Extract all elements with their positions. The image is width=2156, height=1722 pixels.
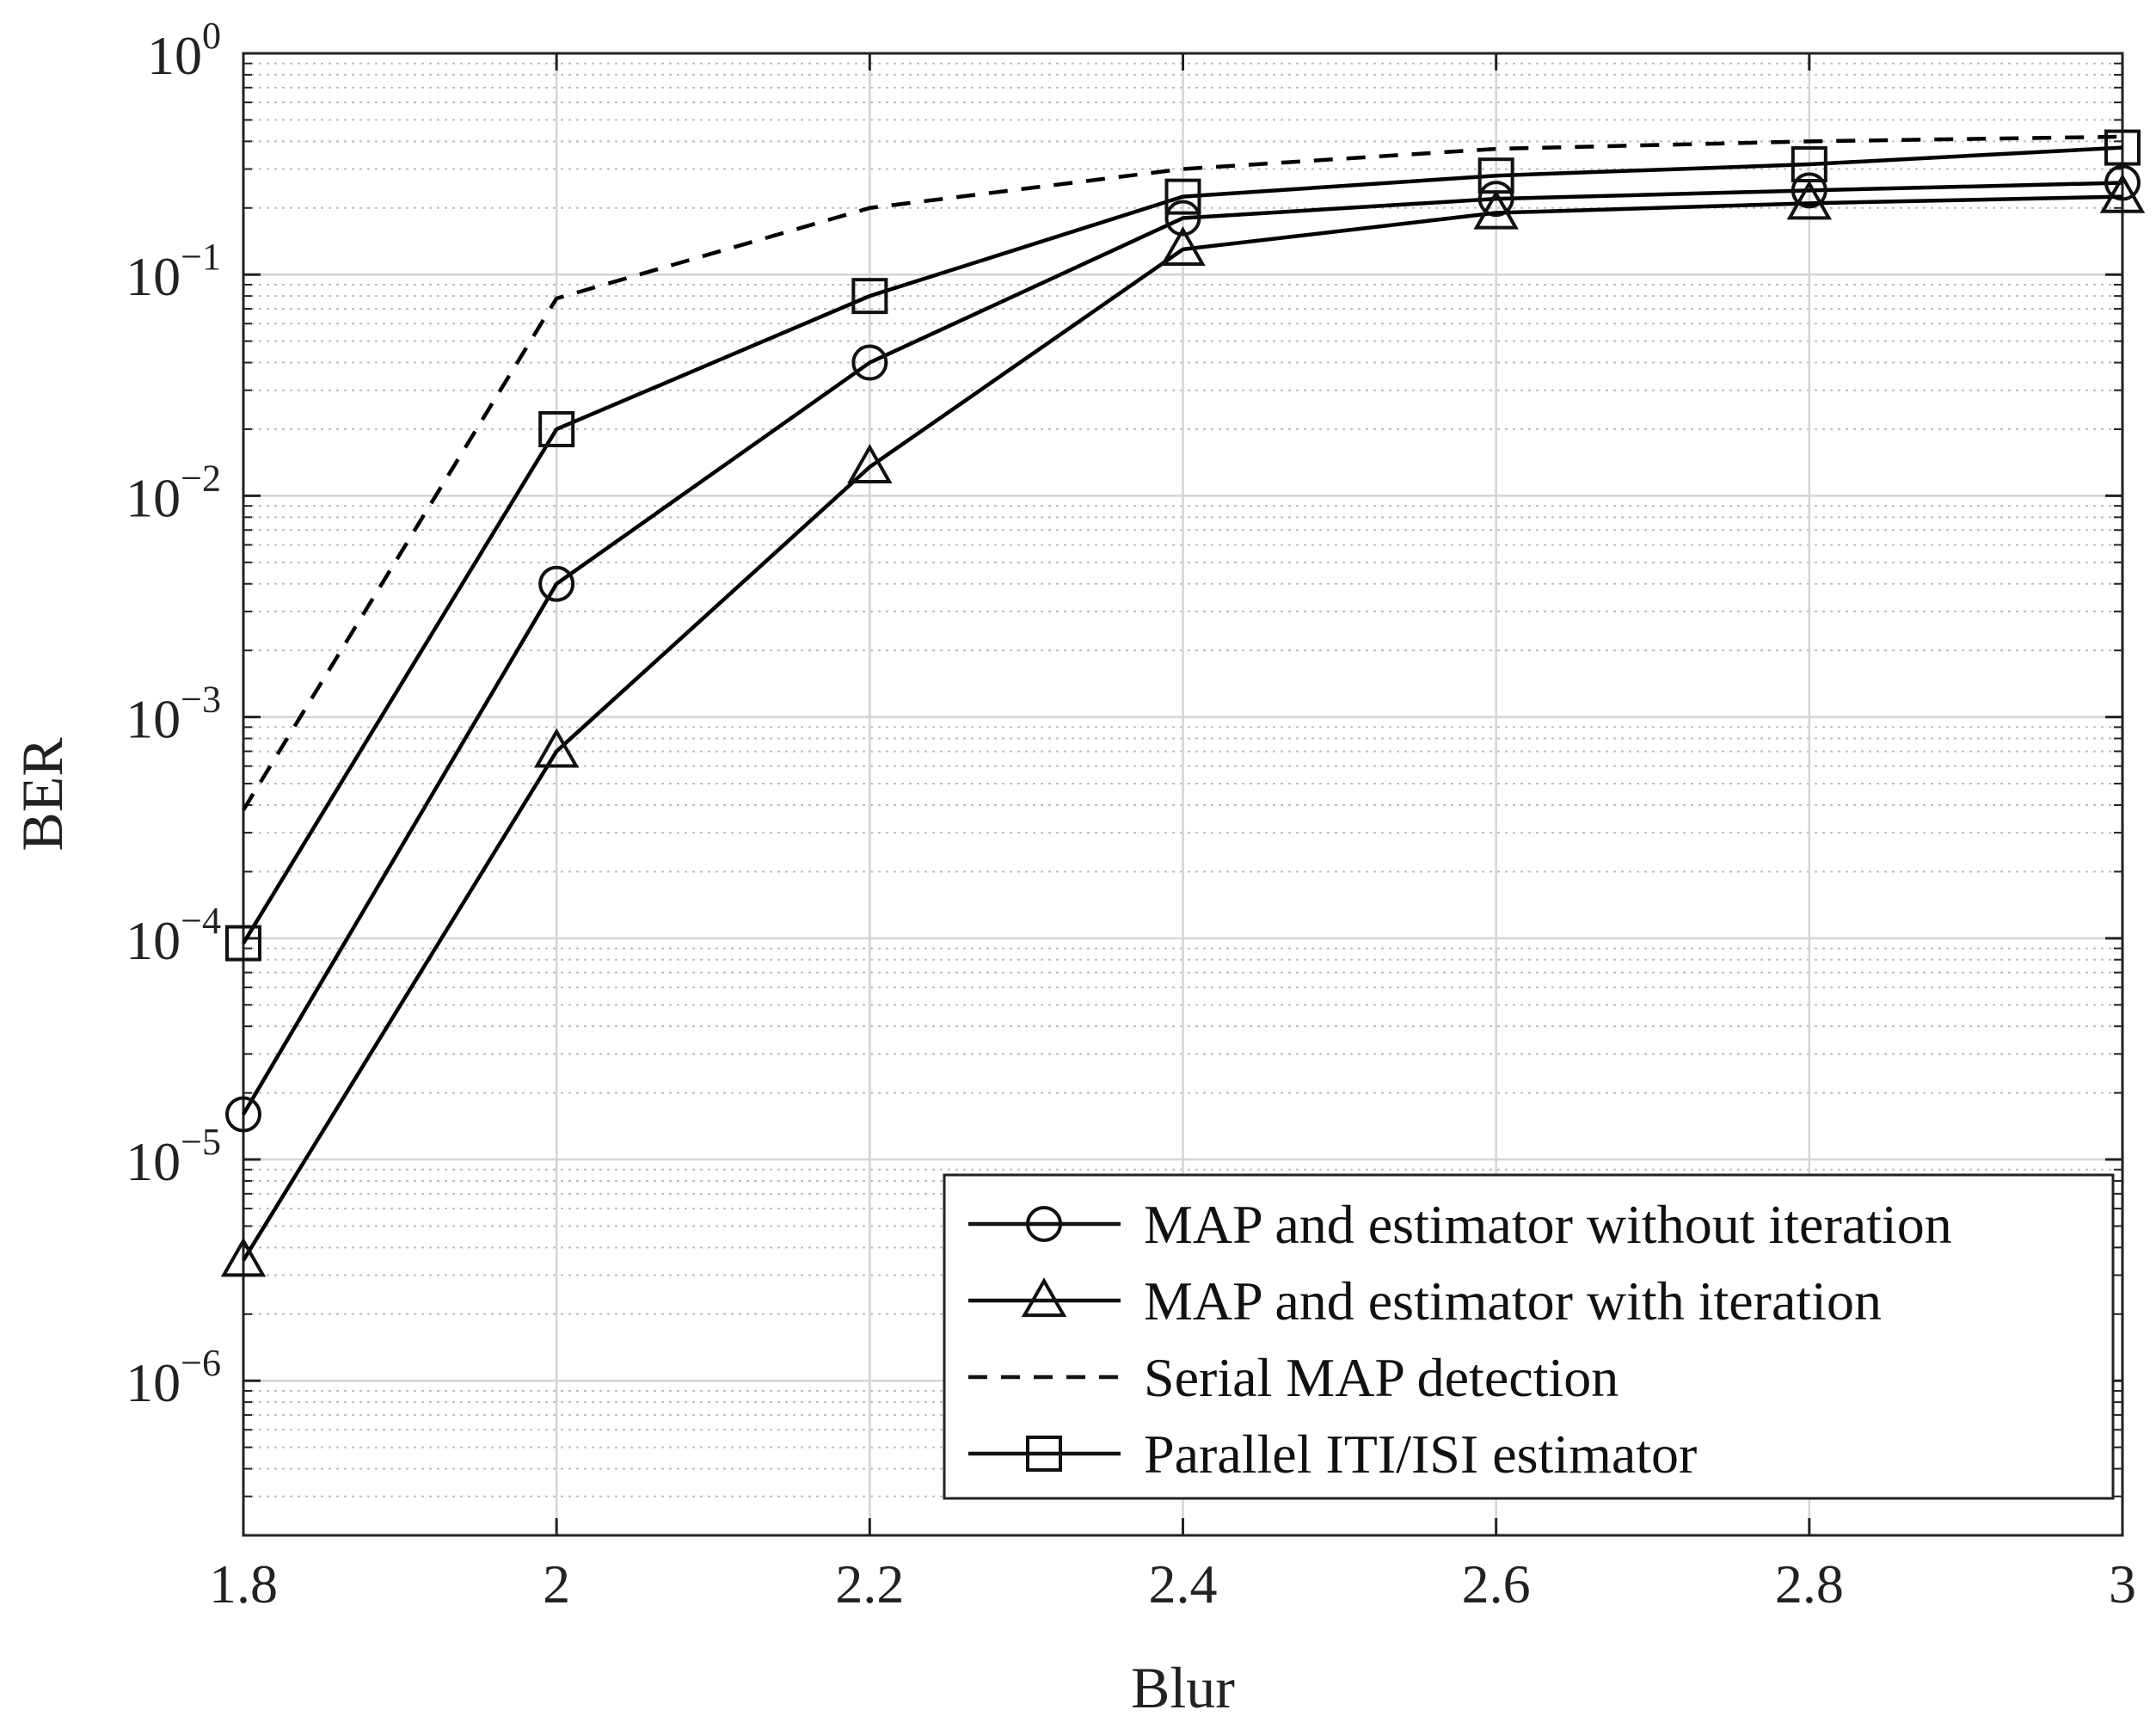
x-tick-label: 1.8	[209, 1553, 278, 1614]
y-tick-label-base: 10	[147, 25, 202, 86]
y-tick-label-base: 10	[126, 467, 181, 528]
data-point-triangle	[2099, 173, 2146, 213]
data-point-triangle	[1786, 180, 1833, 220]
data-point-square	[538, 410, 575, 447]
data-point-circle	[2104, 164, 2141, 201]
legend-entry-1: MAP and estimator without iteration	[968, 1194, 1952, 1255]
legend: MAP and estimator without iteration MAP a…	[943, 1173, 2115, 1500]
legend-label: Parallel ITI/ISI estimator	[1144, 1424, 1697, 1485]
y-tick-label: 10−6	[126, 1342, 221, 1413]
data-point-square	[2104, 129, 2141, 166]
data-point-triangle	[847, 444, 893, 483]
data-point-circle	[225, 1096, 261, 1133]
data-point-square	[1477, 157, 1514, 194]
series-line	[242, 194, 2123, 1262]
x-tick-labels: 1.8 2 2.2 2.4 2.6 2.8 3	[209, 1553, 2136, 1614]
data-point-circle	[1791, 172, 1827, 209]
legend-marker-square	[1026, 1436, 1062, 1472]
series-4	[225, 129, 2141, 962]
data-point-circle	[1477, 181, 1514, 218]
series-line	[242, 145, 2123, 944]
y-tick-label-base: 10	[126, 689, 181, 750]
y-tick-label-exponent: −2	[181, 457, 221, 499]
legend-label: MAP and estimator without iteration	[1144, 1194, 1952, 1255]
data-point-triangle	[220, 1237, 267, 1277]
legend-marker-circle	[1026, 1206, 1062, 1242]
series-layer	[220, 129, 2146, 1277]
data-point-circle	[1164, 200, 1201, 237]
x-tick-label: 2.8	[1775, 1553, 1844, 1614]
x-tick-label: 2.6	[1462, 1553, 1531, 1614]
data-point-circle	[851, 344, 888, 381]
legend-label: Serial MAP detection	[1144, 1347, 1619, 1408]
legend-marker-triangle	[1021, 1277, 1067, 1318]
legend-box	[943, 1173, 2115, 1500]
y-tick-label-exponent: −6	[181, 1342, 221, 1384]
series-3	[242, 134, 2123, 811]
y-tick-label: 10−2	[126, 457, 221, 528]
data-point-square	[1164, 178, 1201, 215]
y-tick-label: 10−1	[126, 236, 221, 307]
y-tick-label: 100	[147, 15, 221, 86]
y-tick-label-exponent: −1	[181, 236, 221, 278]
y-tick-label-base: 10	[126, 1131, 181, 1192]
y-tick-label-base: 10	[126, 1352, 181, 1413]
y-tick-label: 10−4	[126, 900, 221, 971]
y-tick-label-base: 10	[126, 910, 181, 971]
x-tick-label: 3	[2109, 1553, 2136, 1614]
axis-ticks	[242, 52, 2124, 1535]
data-point-square	[1791, 146, 1827, 183]
y-axis-label: BER	[9, 737, 75, 852]
legend-entry-2: MAP and estimator with iteration	[968, 1270, 1882, 1331]
data-point-triangle	[1160, 226, 1206, 266]
y-tick-label: 10−3	[126, 679, 221, 750]
data-point-triangle	[533, 728, 580, 768]
series-1	[225, 164, 2141, 1133]
data-point-square	[225, 925, 261, 962]
y-tick-label-base: 10	[126, 246, 181, 307]
x-tick-label: 2.4	[1149, 1553, 1218, 1614]
y-tick-label-exponent: −4	[181, 900, 221, 942]
y-tick-label-exponent: −5	[181, 1121, 221, 1163]
data-point-triangle	[1473, 189, 1519, 230]
y-tick-label-exponent: 0	[202, 15, 221, 57]
legend-entry-3: Serial MAP detection	[968, 1347, 1619, 1408]
y-tick-label-exponent: −3	[181, 679, 221, 721]
legend-label: MAP and estimator with iteration	[1144, 1270, 1882, 1331]
data-point-square	[851, 278, 888, 315]
y-tick-label: 10−5	[126, 1121, 221, 1192]
x-tick-label: 2.2	[835, 1553, 904, 1614]
series-line	[242, 134, 2123, 811]
x-axis-label: Blur	[1131, 1655, 1235, 1720]
series-line	[242, 181, 2123, 1116]
legend-entry-4: Parallel ITI/ISI estimator	[968, 1424, 1697, 1485]
x-tick-label: 2	[543, 1553, 570, 1614]
series-2	[220, 173, 2146, 1277]
data-point-circle	[538, 565, 575, 602]
